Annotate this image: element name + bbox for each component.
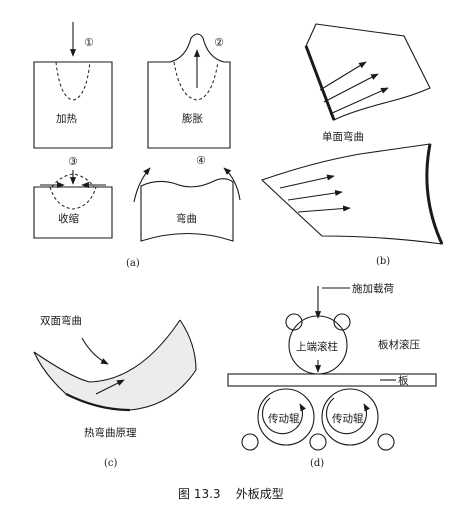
step-4-label: 弯曲: [176, 212, 197, 225]
heat-bend-principle-label: 热弯曲原理: [84, 426, 137, 439]
double-bend-label: 双面弯曲: [40, 314, 82, 327]
load-label: 施加载荷: [352, 282, 394, 295]
panel-a: ① 加热 ② 膨胀 ③ 收缩 ④ 弯曲: [33, 22, 241, 269]
double-bend-arrow-lower-icon: [95, 379, 125, 395]
drive-left-rotation-icon: [261, 397, 307, 435]
panel-c: 双面弯曲 热弯曲原理 (c): [33, 314, 197, 469]
drive-right-rotation-icon: [325, 397, 371, 435]
single-bend-sheet: [304, 23, 431, 121]
figure-caption: 图 13.3 外板成型: [178, 487, 284, 501]
step-2-number: ②: [214, 36, 224, 49]
plate-label: 板: [398, 374, 409, 387]
plate: 板: [227, 373, 437, 387]
upper-roller-label: 上端滚柱: [296, 340, 338, 353]
upper-roller: 上端滚柱: [285, 313, 351, 375]
double-bend-arrow-upper-icon: [81, 337, 109, 365]
step-2-label: 膨胀: [182, 112, 203, 125]
step-3-number: ③: [68, 155, 78, 168]
double-bend-sheet: [33, 319, 197, 412]
expansion-block: ② 膨胀: [147, 33, 231, 149]
shrinkage-block: ③ 收缩: [33, 155, 113, 239]
drive-roller-right-label: 传动辊: [332, 412, 364, 425]
step-3-label: 收缩: [58, 212, 79, 225]
step-1-number: ①: [84, 36, 94, 49]
bend-arrow-left-icon: [133, 167, 151, 203]
curved-sheet: [260, 143, 444, 245]
panel-b-label: (b): [376, 256, 390, 267]
panel-d: 施加载荷 上端滚柱 板材滚压 板 传动辊 传动辊 (d): [227, 282, 437, 469]
panel-a-label: (a): [126, 258, 140, 269]
drive-rollers: 传动辊 传动辊: [241, 388, 395, 451]
drive-roller-left-label: 传动辊: [268, 412, 300, 425]
step-4-number: ④: [196, 154, 206, 167]
heating-block: ① 加热: [33, 22, 113, 149]
bend-arrow-right-icon: [223, 167, 241, 201]
panel-d-label: (d): [310, 458, 324, 469]
plate-rolling-label: 板材滚压: [378, 338, 420, 351]
bending-block: ④ 弯曲: [133, 154, 241, 242]
panel-b: 单面弯曲 (b): [260, 23, 444, 267]
single-bend-label: 单面弯曲: [322, 130, 364, 143]
step-1-label: 加热: [56, 112, 77, 125]
panel-c-label: (c): [104, 458, 118, 469]
